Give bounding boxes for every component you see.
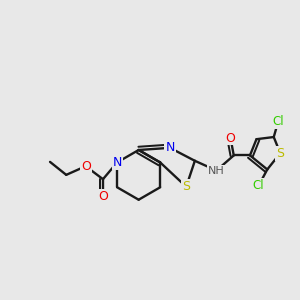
Text: Cl: Cl — [253, 179, 264, 192]
Text: S: S — [276, 147, 284, 160]
Text: S: S — [182, 180, 190, 193]
Text: O: O — [226, 132, 236, 145]
Text: O: O — [98, 190, 108, 203]
Text: Cl: Cl — [272, 116, 284, 128]
Text: N: N — [165, 141, 175, 154]
Text: NH: NH — [208, 166, 225, 176]
Text: O: O — [81, 160, 91, 173]
Text: N: N — [112, 156, 122, 169]
